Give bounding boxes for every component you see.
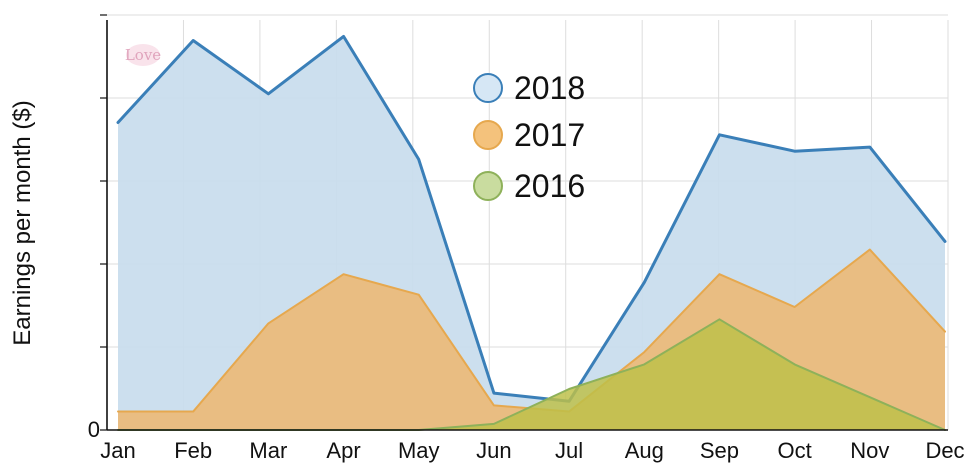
series-point-2018-Mar (268, 93, 269, 94)
series-point-2016-Nov (869, 397, 870, 398)
series-area-2016 (118, 319, 945, 430)
series-point-2017-Apr (343, 274, 344, 275)
x-tick-label-apr: Apr (326, 438, 360, 463)
series-point-2016-Aug (644, 364, 645, 365)
series-point-2018-Jun (493, 392, 494, 393)
series-point-2017-Jan (117, 411, 118, 412)
x-tick-label-oct: Oct (778, 438, 812, 463)
series-point-2017-Mar (268, 323, 269, 324)
series-point-2017-Aug (644, 351, 645, 352)
series-point-2018-Feb (192, 40, 193, 41)
series-point-2018-Dec (944, 241, 945, 242)
legend: 2018 2017 2016 (473, 70, 585, 204)
y-tick-label-0: 0 (88, 417, 100, 442)
x-tick-label-mar: Mar (249, 438, 287, 463)
series-point-2016-Jun (493, 423, 494, 424)
series-point-2018-Jan (117, 122, 118, 123)
legend-marker-2018 (473, 73, 503, 103)
x-tick-label-sep: Sep (700, 438, 739, 463)
series-point-2018-Sep (719, 134, 720, 135)
series-point-2017-Sep (719, 274, 720, 275)
series-point-2016-Jul (568, 388, 569, 389)
series-line-2018 (116, 34, 947, 403)
series-point-2017-Nov (869, 249, 870, 250)
x-tick-label-feb: Feb (174, 438, 212, 463)
watermark-text: Love (125, 46, 161, 64)
watermark-mark: Love (125, 44, 161, 66)
x-tick-label-dec: Dec (925, 438, 964, 463)
series-point-2018-May (418, 159, 419, 160)
legend-marker-2017 (473, 120, 503, 150)
x-tick-label-jun: Jun (476, 438, 511, 463)
legend-label-2017: 2017 (514, 117, 585, 153)
legend-marker-2016 (473, 171, 503, 201)
series-point-2018-Nov (869, 146, 870, 147)
watermark-seal (126, 44, 160, 66)
series-point-2017-Feb (192, 411, 193, 412)
series-layer (116, 34, 947, 431)
series-point-2017-Jun (493, 405, 494, 406)
series-point-2018-Oct (794, 151, 795, 152)
series-point-2017-May (418, 294, 419, 295)
legend-label-2016: 2016 (514, 168, 585, 204)
series-point-2018-Apr (343, 36, 344, 37)
x-tick-label-may: May (398, 438, 440, 463)
x-tick-label-jan: Jan (100, 438, 135, 463)
series-point-2016-Sep (719, 319, 720, 320)
x-tick-label-nov: Nov (850, 438, 889, 463)
series-point-2017-Dec (944, 331, 945, 332)
y-axis-label: Earnings per month ($) (9, 100, 36, 345)
tick-layer: Jan Feb Mar Apr May Jun Jul Aug Sep Oct Nov Dec 0 (88, 417, 965, 463)
series-point-2018-Aug (644, 282, 645, 283)
series-point-2017-Oct (794, 306, 795, 307)
legend-label-2018: 2018 (514, 70, 585, 106)
x-tick-label-jul: Jul (555, 438, 583, 463)
x-tick-label-aug: Aug (625, 438, 664, 463)
axis-layer (106, 20, 948, 431)
series-point-2016-Oct (794, 364, 795, 365)
